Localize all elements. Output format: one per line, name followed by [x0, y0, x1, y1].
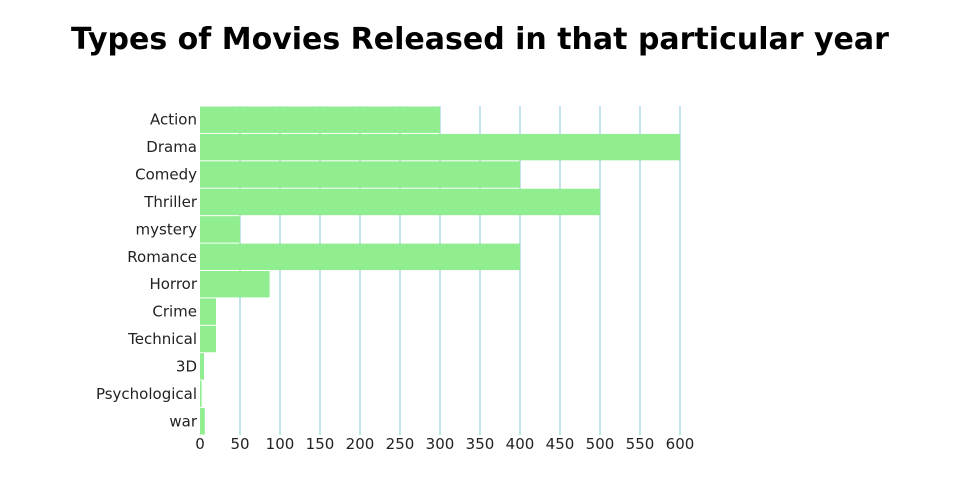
x-tick-label: 150	[306, 435, 335, 453]
category-label: Drama	[146, 138, 197, 156]
bar-drama	[200, 133, 680, 161]
x-tick-labels: 0 50 100 150 200 250 300 350 400 450 500 550 600	[195, 435, 694, 453]
bar-3d	[200, 353, 204, 380]
chart-title: Types of Movies Released in that particu…	[71, 22, 889, 57]
category-label: Crime	[152, 303, 197, 321]
bar-war	[200, 408, 205, 435]
x-tick-label: 400	[506, 435, 535, 453]
category-label: Action	[150, 111, 197, 129]
x-tick-label: 200	[346, 435, 375, 453]
x-tick-label: 450	[546, 435, 575, 453]
x-tick-label: 600	[666, 435, 695, 453]
category-label: Thriller	[143, 193, 198, 211]
x-tick-label: 350	[466, 435, 495, 453]
bar-romance	[200, 243, 520, 270]
bars	[200, 106, 680, 435]
category-label: Horror	[149, 275, 197, 293]
x-tick-label: 0	[195, 435, 205, 453]
bar-horror	[200, 271, 270, 298]
bar-technical	[200, 325, 216, 353]
category-labels: Action Drama Comedy Thriller mystery Romance H…	[96, 111, 198, 431]
x-tick-label: 500	[586, 435, 615, 453]
x-tick-label: 550	[626, 435, 655, 453]
grid-lines	[239, 106, 681, 435]
x-tick-label: 100	[266, 435, 295, 453]
category-label: 3D	[176, 357, 197, 375]
category-label: Romance	[127, 248, 197, 266]
category-label: Technical	[127, 330, 197, 348]
category-label: Comedy	[135, 166, 197, 184]
category-label: mystery	[136, 220, 198, 238]
x-tick-label: 50	[230, 435, 249, 453]
bar-crime	[200, 298, 216, 325]
bar-thriller	[200, 188, 600, 216]
x-tick-label: 250	[386, 435, 415, 453]
bar-comedy	[200, 161, 520, 188]
x-tick-label: 300	[426, 435, 455, 453]
category-label: Psychological	[96, 385, 197, 403]
bar-action	[200, 106, 440, 133]
bar-mystery	[200, 216, 240, 243]
bar-psychological	[200, 380, 202, 408]
category-label: war	[169, 412, 197, 430]
